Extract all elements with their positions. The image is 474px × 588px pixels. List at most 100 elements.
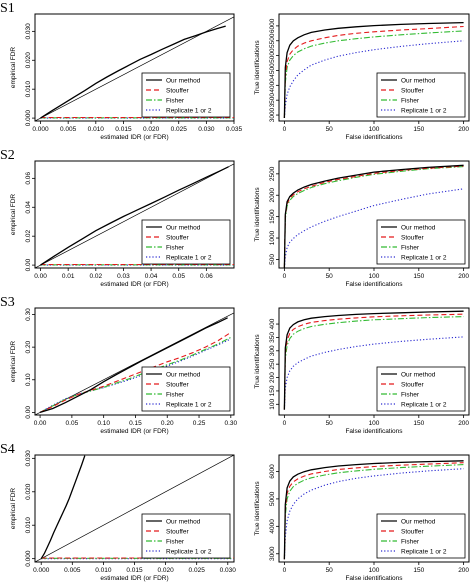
legend-entry-label: Replicate 1 or 2 [401,254,447,261]
x-tick-label: 0.020 [143,126,160,133]
x-tick-label: 0.010 [95,567,112,574]
x-axis-label: estimated IDR (or FDR) [100,281,168,288]
x-tick-label: 0 [283,273,287,280]
y-tick-label: 100 [269,398,276,409]
x-tick-label: 0.030 [220,567,237,574]
y-tick-label: 0.000 [25,110,32,127]
legend-entry-label: Our method [401,77,436,84]
y-tick-label: 0.000 [25,550,32,567]
y-tick-label: 350 [269,332,276,343]
legend-entry-label: Stouffer [401,381,424,388]
x-tick-label: 0.10 [97,420,110,427]
y-tick-label: 0.030 [25,450,32,467]
x-axis-label: False identifications [345,575,403,582]
row-label-s3: S3 [0,295,15,310]
legend-entry-label: Fisher [166,538,185,545]
x-tick-label: 0.03 [117,273,130,280]
x-tick-label: 150 [413,567,424,574]
x-tick-label: 0.035 [226,126,243,133]
series-line-fisher [283,166,464,268]
y-tick-label: 1500 [269,209,276,224]
legend-entry-label: Replicate 1 or 2 [401,107,447,114]
legend-entry-label: Stouffer [401,234,424,241]
y-tick-label: 4000 [269,519,276,534]
y-axis-label: True identifications [254,334,261,389]
x-tick-label: 200 [458,273,469,280]
x-tick-label: 200 [458,567,469,574]
x-tick-label: 0.010 [88,126,105,133]
series-line-our-method [39,317,228,414]
y-tick-label: 3500 [269,93,276,108]
x-tick-label: 0.01 [62,273,75,280]
row-label-s2: S2 [0,148,15,163]
x-tick-label: 0.000 [33,567,50,574]
series-line-replicate-1-or-2 [283,40,464,119]
y-axis-label: True identifications [254,481,261,536]
x-tick-label: 100 [369,420,380,427]
y-tick-label: 5500 [269,33,276,48]
series-line-stouffer [283,25,464,119]
y-tick-label: 6000 [269,464,276,479]
series-line-our-method [283,310,464,410]
series-line-fisher [283,464,464,560]
series-line-replicate-1-or-2 [283,188,464,268]
legend-entry-label: Replicate 1 or 2 [166,401,212,408]
x-tick-label: 0.005 [60,126,77,133]
legend-entry-label: Stouffer [401,87,424,94]
legend: Our method Stouffer Fisher Replicate 1 or 2 [141,219,231,265]
x-axis-label: False identifications [345,134,403,141]
legend-entry-label: Our method [401,371,436,378]
panel-s1-right: 0 50 100 150 200 3000350040004500500055006000… [254,13,470,141]
panel-s2-right: 0 50 100 150 200 500 1000 1500 2000 2500 False ide… [254,160,470,288]
series-line-our-method [40,455,86,560]
x-tick-label: 150 [413,126,424,133]
legend-entry-label: Our method [166,371,201,378]
x-tick-label: 0.30 [224,420,237,427]
x-axis-label: estimated IDR (or FDR) [100,428,168,435]
y-tick-label: 250 [269,358,276,369]
x-tick-label: 50 [326,420,334,427]
x-tick-label: 0 [283,126,287,133]
y-tick-label: 3000 [269,107,276,122]
x-tick-label: 100 [369,273,380,280]
y-axis-label: True identifications [254,187,261,242]
panel-s3-right: 0 50 100 150 200 100 150 200 250 300 350 400 False i… [254,307,470,435]
y-tick-label: 0.030 [25,23,32,40]
legend: Our method Stouffer Fisher Replicate 1 or 2 [376,513,466,559]
series-line-replicate-1-or-2 [283,336,464,410]
x-tick-label: 0.00 [34,273,47,280]
y-axis-label: empirical FDR [10,194,17,235]
legend: Our method Stouffer Fisher Replicate 1 or 2 [141,513,231,559]
y-axis-label: empirical FDR [10,488,17,529]
x-tick-label: 0.015 [115,126,132,133]
legend-entry-label: Replicate 1 or 2 [401,548,447,555]
series-line-replicate-1-or-2 [283,468,464,560]
panel-s4-right: 0 50 100 150 200 3000 4000 5000 6000 False identi… [254,454,470,582]
legend-entry-label: Stouffer [166,87,189,94]
panel-s4-left: 0.000 0.005 0.010 0.015 0.020 0.025 0.030 0.000… [10,450,237,582]
x-tick-label: 0.005 [64,567,81,574]
x-tick-label: 150 [413,420,424,427]
y-axis-label: True identifications [254,40,261,95]
y-tick-label: 3000 [269,546,276,561]
series-line-our-method [40,166,229,266]
x-tick-label: 200 [458,420,469,427]
y-tick-label: 5000 [269,48,276,63]
legend-entry-label: Our method [166,77,201,84]
row-label-s1: S1 [0,1,15,16]
legend-entry-label: Fisher [166,244,185,251]
legend-entry-label: Our method [166,224,201,231]
legend-entry-label: Replicate 1 or 2 [401,401,447,408]
legend-entry-label: Our method [401,518,436,525]
plot-frame [34,13,235,122]
legend: Our method Stouffer Fisher Replicate 1 or 2 [376,366,466,412]
series-line-our-method [283,460,464,560]
series-line-our-method [40,25,226,119]
x-tick-label: 50 [326,273,334,280]
series-line-stouffer [283,165,464,268]
series-line-fisher [283,316,464,410]
x-tick-label: 50 [326,126,334,133]
y-tick-label: 0.010 [25,517,32,534]
